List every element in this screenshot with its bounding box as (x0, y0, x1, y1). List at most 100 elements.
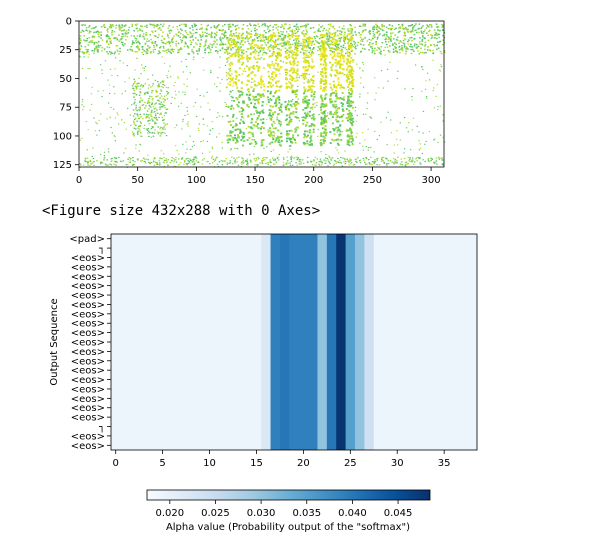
spectrogram-pixel (131, 104, 133, 106)
spectrogram-pixel (377, 87, 380, 89)
spectrogram-pixel (304, 112, 307, 115)
spectrogram-pixel (347, 65, 350, 68)
spectrogram-pixel (116, 112, 118, 114)
attention-cell (401, 234, 412, 450)
spectrogram-pixel (211, 121, 213, 123)
spectrogram-pixel (277, 53, 279, 55)
spectrogram-pixel (109, 92, 111, 94)
spectrogram-pixel (354, 106, 357, 108)
spectrogram-pixel (227, 60, 229, 62)
spectrogram-pixel (245, 128, 247, 130)
spectrogram-pixel (354, 46, 356, 49)
spectrogram-pixel (211, 147, 214, 149)
spectrogram-pixel (259, 49, 262, 52)
spectrogram-pixel (157, 131, 159, 133)
spectrogram-pixel (147, 159, 150, 161)
spectrogram-pixel (324, 114, 327, 117)
spectrogram-pixel (218, 29, 221, 31)
attention-cell (458, 234, 469, 450)
spectrogram-pixel (298, 77, 300, 79)
spectrogram-pixel (291, 164, 294, 166)
spectrogram-pixel (158, 50, 160, 52)
spectrogram-pixel (338, 65, 341, 68)
spectrogram-pixel (310, 65, 313, 68)
spectrogram-pixel (318, 42, 320, 45)
spectrogram-pixel (323, 55, 326, 58)
spectrogram-pixel (420, 43, 423, 45)
spectrogram-pixel (260, 96, 263, 99)
spectrogram-pixel (120, 41, 123, 44)
spectrogram-pixel (230, 131, 233, 134)
spectrogram-pixel (144, 43, 147, 46)
spectrogram-pixel (104, 156, 106, 158)
spectrogram-pixel (278, 85, 281, 88)
spectrogram-pixel (123, 122, 126, 124)
spectrogram-pixel (265, 52, 268, 55)
spectrogram-pixel (121, 36, 123, 38)
spectrogram-pixel (106, 29, 108, 31)
spectrogram-pixel (405, 46, 408, 48)
spectrogram-pixel (305, 125, 307, 127)
spectrogram-pixel (346, 135, 349, 138)
spectrogram-pixel (87, 44, 90, 46)
spectrogram-pixel (305, 59, 308, 61)
spectrogram-pixel (380, 46, 383, 48)
spectrogram-pixel (272, 112, 275, 115)
spectrogram-pixel (410, 46, 412, 48)
spectrogram-pixel (349, 118, 352, 121)
spectrogram-pixel (372, 30, 374, 33)
spectrogram-pixel (203, 123, 205, 125)
spectrogram-pixel (83, 51, 85, 54)
spectrogram-pixel (329, 101, 332, 104)
attention-x-ticks: 0 5 10 15 20 25 30 35 (113, 450, 451, 469)
spectrogram-pixel (338, 152, 340, 154)
spectrogram-pixel (154, 24, 156, 27)
spectrogram-pixel (284, 47, 287, 50)
spectrogram-pixel (228, 25, 231, 28)
spectrogram-pixel (261, 80, 264, 83)
spectrogram-pixel (285, 62, 288, 64)
spectrogram-pixel (277, 63, 280, 66)
spectrogram-pixel (287, 42, 290, 45)
spectrogram-pixel (129, 114, 131, 116)
spectrogram-pixel (267, 63, 269, 65)
spectrogram-pixel (93, 52, 95, 55)
spectrogram-pixel (253, 158, 255, 160)
spectrogram-pixel (271, 62, 274, 65)
spectrogram-pixel (409, 30, 412, 33)
spectrogram-pixel (165, 112, 167, 114)
spectrogram-pixel (351, 82, 354, 84)
spectrogram-pixel (270, 114, 273, 117)
spectrogram-pixel (79, 164, 82, 166)
spectrogram-pixel (296, 79, 299, 82)
spectrogram-pixel (186, 66, 188, 68)
spectrogram-pixel (186, 45, 189, 47)
spectrogram-pixel (436, 48, 438, 50)
attention-cell (242, 234, 253, 450)
spectrogram-pixel (117, 50, 119, 53)
spectrogram-pixel (277, 31, 280, 34)
spectrogram-pixel (98, 119, 100, 121)
spectrogram-pixel (271, 39, 274, 42)
spectrogram-pixel (141, 25, 143, 28)
spectrogram-pixel (350, 38, 353, 41)
spectrogram-pixel (246, 36, 248, 38)
spectrogram-pixel (428, 130, 431, 133)
spectrogram-pixel (421, 26, 423, 28)
spectrogram-pixel (173, 85, 175, 87)
spectrogram-pixel (98, 130, 101, 132)
spectrogram-pixel (397, 31, 400, 33)
spectrogram-pixel (88, 37, 91, 39)
spectrogram-pixel (85, 52, 88, 54)
spectrogram-pixel (109, 26, 112, 28)
spectrogram-pixel (267, 101, 270, 104)
spectrogram-pixel (269, 64, 272, 66)
spectrogram-pixel (274, 40, 277, 43)
spectrogram-pixel (331, 138, 334, 141)
spectrogram-pixel (340, 156, 342, 159)
spectrogram-pixel (236, 42, 238, 44)
spectrogram-pixel (155, 91, 158, 93)
spectrogram-pixel (186, 123, 188, 125)
spectrogram-pixel (229, 69, 232, 72)
spectrogram-pixel (337, 126, 340, 129)
